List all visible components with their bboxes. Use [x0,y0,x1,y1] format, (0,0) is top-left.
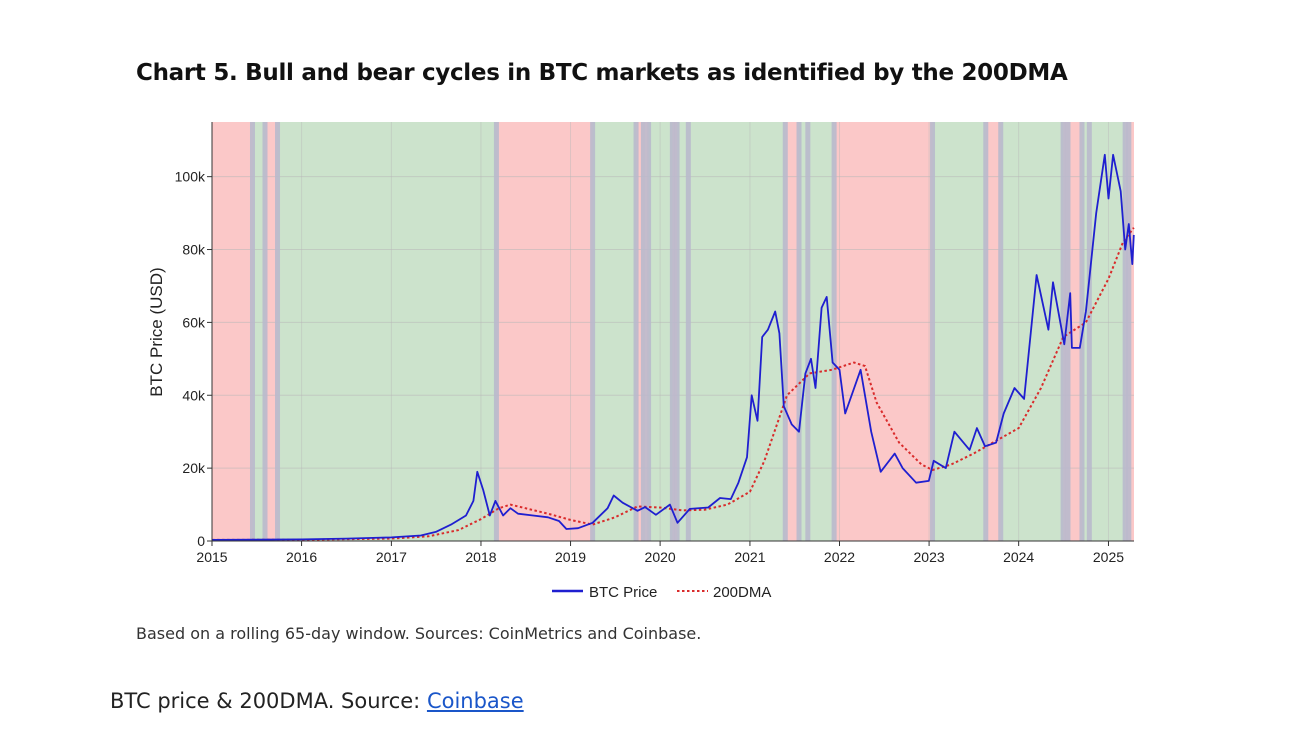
regime-band-bull [688,122,786,541]
regime-transition-band [998,122,1004,541]
regime-transition-band [249,122,255,541]
legend: BTC Price 200DMA [552,584,771,601]
x-tick-label: 2016 [286,549,317,565]
regime-transition-band [262,122,268,541]
y-tick-label: 100k [175,169,206,185]
y-tick-label: 60k [182,314,206,330]
regime-transition-band [930,122,936,541]
tick-labels: 0 20k 40k 60k 80k 100k 2015 2016 2017 2018 2019 202… [175,169,1125,565]
axes [211,122,1134,542]
legend-dma-label: 200DMA [713,584,771,601]
caption-text: BTC price & 200DMA. Source: [110,689,427,713]
regime-transition-band [1126,122,1132,541]
chart-source-note: Based on a rolling 65-day window. Source… [136,624,702,643]
regime-band-bear [212,122,253,541]
x-tick-label: 2020 [645,549,676,565]
regime-band-bull [799,122,835,541]
regime-band-bear [785,122,800,541]
price-series [211,153,1135,541]
regime-transition-band [646,122,652,541]
regime-band-bear [496,122,593,541]
x-tick-label: 2025 [1093,549,1124,565]
regime-band-bull [677,122,689,541]
regime-band-bull [1081,122,1090,541]
legend-price-label: BTC Price [589,584,657,601]
regime-shading [212,122,1134,541]
coinbase-link[interactable]: Coinbase [426,689,524,713]
regime-band-bull [592,122,637,541]
regime-band-bear [834,122,933,541]
regime-transition-band [796,122,802,541]
x-tick-label: 2024 [1003,549,1034,565]
regime-band-bull [932,122,986,541]
regime-band-bull [1000,122,1064,541]
regime-band-bear [265,122,278,541]
regime-transition-band [669,122,675,541]
x-tick-label: 2019 [555,549,586,565]
price-line [211,153,1135,541]
regime-transition-band [1060,122,1066,541]
caption: BTC price & 200DMA. Source: Coinbase [110,689,524,713]
regime-band-bull [277,122,497,541]
regime-transition-band [983,122,989,541]
dma-series [211,227,1135,541]
regime-transition-band [640,122,646,541]
regime-band-bull [252,122,266,541]
regime-transition-band [1122,122,1128,541]
regime-transition-band [633,122,639,541]
regime-transition-band [1086,122,1092,541]
y-axis-label: BTC Price (USD) [147,267,166,396]
regime-transition-band [493,122,499,541]
regime-transition-band [805,122,811,541]
regime-transition-band [685,122,691,541]
x-tick-label: 2015 [196,549,227,565]
y-tick-label: 20k [182,460,206,476]
dma-line [211,227,1135,541]
x-tick-label: 2023 [914,549,945,565]
x-tick-label: 2022 [824,549,855,565]
y-tick-label: 80k [182,242,206,258]
y-tick-label: 40k [182,387,206,403]
regime-transition-band [590,122,596,541]
regime-band-bull [648,122,673,541]
regime-transition-band [275,122,281,541]
x-tick-label: 2018 [465,549,496,565]
x-tick-label: 2017 [376,549,407,565]
regime-transition-band [1065,122,1071,541]
x-tick-label: 2021 [734,549,765,565]
regime-transition-band [782,122,788,541]
chart-title: Chart 5. Bull and bear cycles in BTC mar… [136,60,1068,86]
y-tick-label: 0 [197,533,205,549]
regime-transition-band [674,122,680,541]
chart: 0 20k 40k 60k 80k 100k 2015 2016 2017 2018 2019 202… [147,122,1135,601]
regime-transition-band [831,122,837,541]
